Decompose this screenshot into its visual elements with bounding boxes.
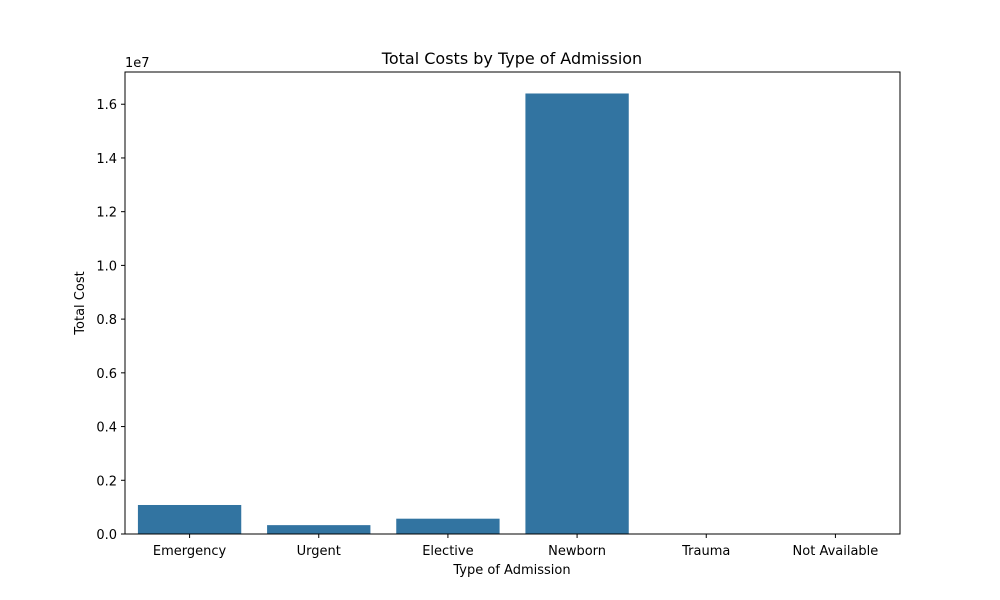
y-tick-label: 0.8 bbox=[96, 313, 117, 328]
x-axis-label: Type of Admission bbox=[452, 563, 570, 578]
bars-group bbox=[137, 93, 629, 534]
x-tick-label: Emergency bbox=[153, 544, 227, 559]
y-tick-label: 1.2 bbox=[96, 206, 117, 221]
y-axis-label: Total Cost bbox=[73, 271, 88, 335]
x-tick-label: Not Available bbox=[793, 544, 879, 559]
y-tick-label: 1.0 bbox=[96, 259, 117, 274]
y-tick-label: 0.0 bbox=[96, 528, 117, 543]
chart-title: Total Costs by Type of Admission bbox=[381, 49, 642, 68]
bar-urgent bbox=[267, 525, 371, 534]
x-tick-label: Newborn bbox=[548, 544, 606, 559]
y-tick-label: 1.4 bbox=[96, 152, 117, 167]
y-tick-label: 0.4 bbox=[96, 421, 117, 436]
bar-newborn bbox=[525, 93, 629, 534]
x-tick-label: Urgent bbox=[297, 544, 341, 559]
bar-emergency bbox=[137, 504, 242, 534]
x-tick-label: Elective bbox=[422, 544, 473, 559]
y-tick-label: 1.6 bbox=[96, 98, 117, 113]
y-tick-label: 0.2 bbox=[96, 474, 117, 489]
bar-elective bbox=[396, 518, 500, 534]
y-axis-ticks: 0.0 0.2 0.4 0.6 0.8 1.0 1.2 1.4 1.6 bbox=[96, 98, 125, 543]
plot-frame bbox=[124, 71, 901, 535]
y-tick-label: 0.6 bbox=[96, 367, 117, 382]
x-tick-label: Trauma bbox=[681, 544, 730, 559]
y-axis-offset-label: 1e7 bbox=[125, 56, 150, 71]
x-axis-ticks: Emergency Urgent Elective Newborn Trauma Not … bbox=[153, 534, 878, 559]
